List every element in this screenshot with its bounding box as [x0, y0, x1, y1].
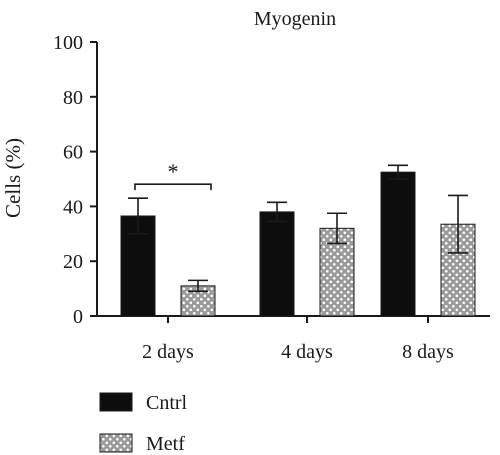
y-tick-label: 0 [73, 306, 83, 328]
x-tick-label: 4 days [281, 341, 333, 363]
y-axis-label: Cells (%) [1, 138, 25, 218]
legend-swatch-cntrl [99, 392, 133, 412]
x-tick-label: 8 days [402, 341, 454, 363]
significance-annotations: * [134, 159, 212, 191]
legend-swatch-metf [99, 433, 133, 453]
legend-label-metf: Metf [146, 433, 185, 455]
x-tick-label: 2 days [142, 341, 194, 363]
error-bar-metf-2-days [188, 279, 208, 293]
y-tick-label: 20 [63, 251, 83, 273]
error-bar-cntrl-2-days [128, 197, 148, 235]
y-tick-label: 100 [53, 32, 83, 54]
x-ticks: 2 days 4 days 8 days [142, 316, 454, 363]
y-tick-label: 40 [63, 196, 83, 218]
bracket-line [134, 183, 212, 191]
chart-title: Myogenin [254, 8, 336, 30]
error-bar-metf-4-days [327, 212, 347, 245]
error-bar-cntrl-4-days [267, 201, 287, 223]
bar-cntrl-8-days [380, 171, 416, 317]
error-bars [128, 164, 468, 293]
significance-bracket: * [134, 159, 212, 191]
y-ticks: 0 20 40 60 80 100 [53, 32, 97, 328]
error-bar-metf-8-days [448, 194, 468, 254]
y-tick-label: 80 [63, 87, 83, 109]
bar-cntrl-4-days [259, 211, 295, 317]
significance-star: * [168, 159, 179, 184]
legend-label-cntrl: Cntrl [146, 392, 188, 414]
y-tick-label: 60 [63, 142, 83, 164]
error-bar-cntrl-8-days [388, 164, 408, 180]
bars [120, 171, 476, 317]
legend: Cntrl Metf [99, 392, 188, 455]
